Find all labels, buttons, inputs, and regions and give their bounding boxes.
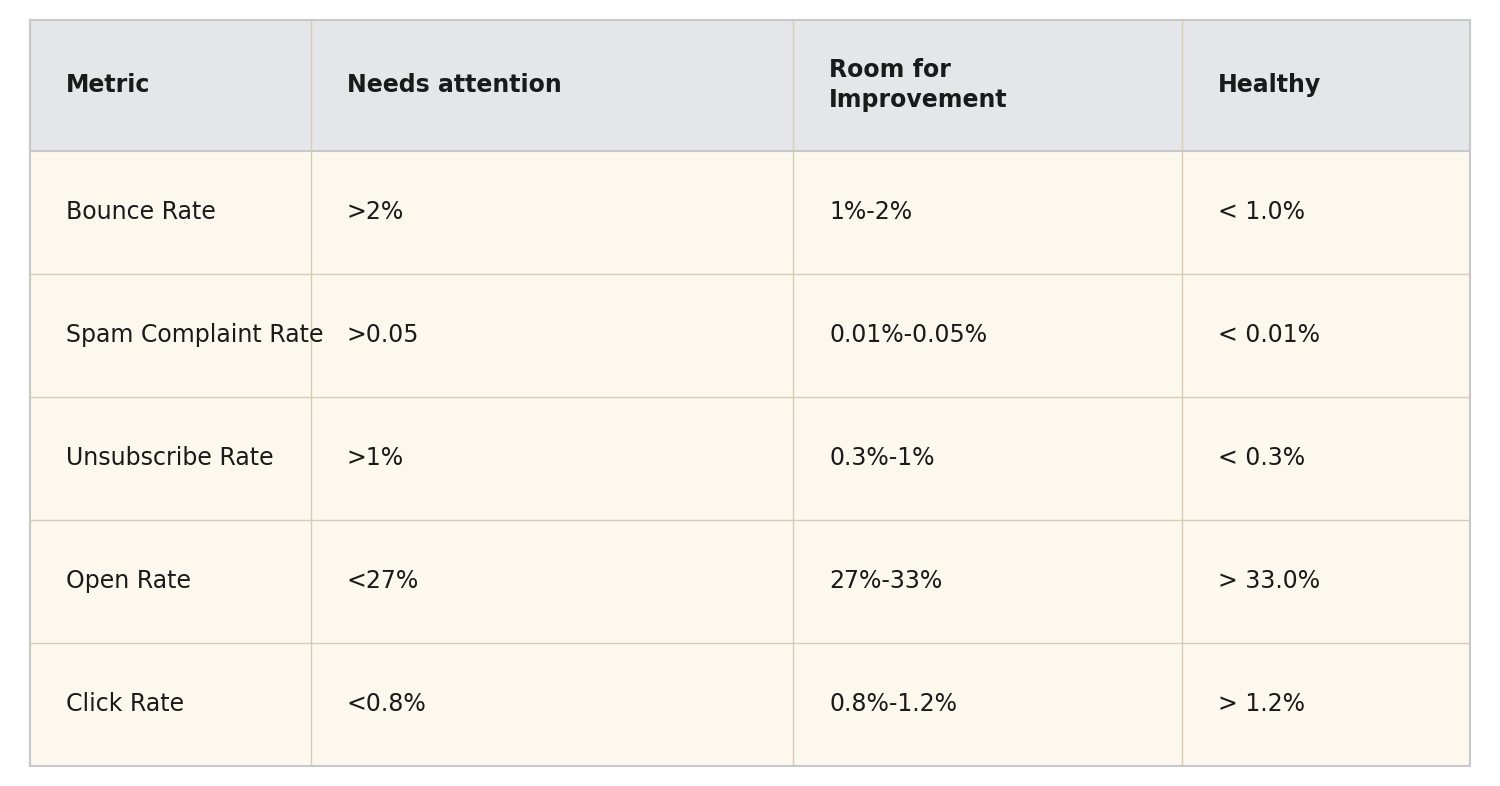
- Text: 0.01%-0.05%: 0.01%-0.05%: [830, 323, 987, 347]
- Text: < 1.0%: < 1.0%: [1218, 200, 1305, 224]
- Text: <27%: <27%: [346, 569, 418, 593]
- Bar: [30, 520, 1470, 643]
- Text: Room for
Improvement: Room for Improvement: [830, 58, 1008, 112]
- Text: >2%: >2%: [346, 200, 404, 224]
- Text: <0.8%: <0.8%: [346, 692, 426, 717]
- Text: Needs attention: Needs attention: [346, 73, 561, 97]
- Text: Healthy: Healthy: [1218, 73, 1322, 97]
- Text: >1%: >1%: [346, 446, 404, 470]
- Text: >0.05: >0.05: [346, 323, 420, 347]
- Text: > 33.0%: > 33.0%: [1218, 569, 1320, 593]
- Text: Open Rate: Open Rate: [66, 569, 190, 593]
- Text: > 1.2%: > 1.2%: [1218, 692, 1305, 717]
- Text: < 0.01%: < 0.01%: [1218, 323, 1320, 347]
- Bar: [30, 397, 1470, 520]
- Text: Click Rate: Click Rate: [66, 692, 184, 717]
- Text: Bounce Rate: Bounce Rate: [66, 200, 216, 224]
- Text: Spam Complaint Rate: Spam Complaint Rate: [66, 323, 324, 347]
- Text: Metric: Metric: [66, 73, 150, 97]
- Text: 27%-33%: 27%-33%: [830, 569, 942, 593]
- Text: 1%-2%: 1%-2%: [830, 200, 912, 224]
- Text: 0.8%-1.2%: 0.8%-1.2%: [830, 692, 957, 717]
- Bar: [30, 274, 1470, 397]
- Text: < 0.3%: < 0.3%: [1218, 446, 1305, 470]
- Bar: [30, 20, 1470, 151]
- Text: Unsubscribe Rate: Unsubscribe Rate: [66, 446, 273, 470]
- Bar: [30, 643, 1470, 766]
- Text: 0.3%-1%: 0.3%-1%: [830, 446, 934, 470]
- Bar: [30, 151, 1470, 274]
